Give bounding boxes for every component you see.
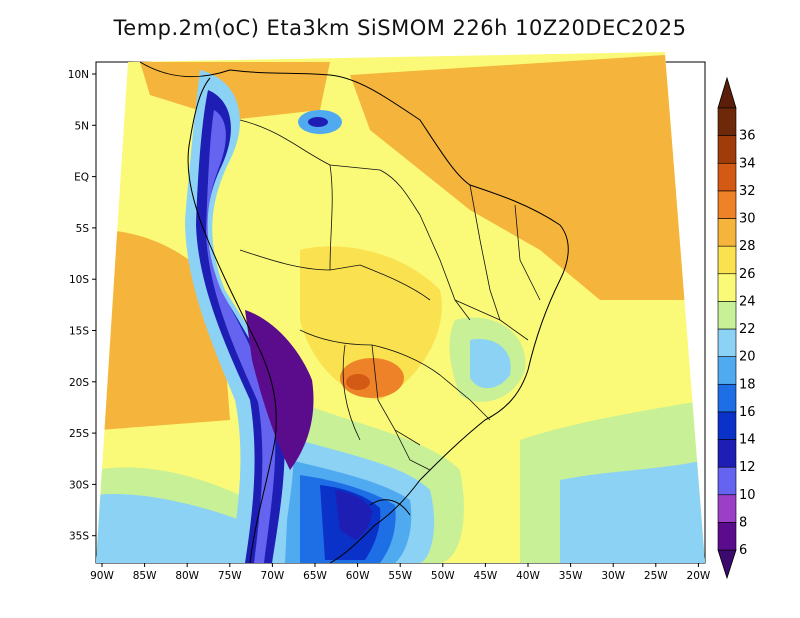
colorbar-label: 10 <box>739 488 756 503</box>
colorbar-label: 30 <box>739 212 756 227</box>
lat-tick-label: 35S <box>69 531 89 543</box>
lat-tick-label: 20S <box>69 377 89 389</box>
lon-tick-label: 55W <box>388 570 412 582</box>
colorbar: 6 8 10 12 14 16 18 20 22 24 26 28 30 32 34 36 <box>717 76 756 580</box>
lat-tick-label: 25S <box>69 428 89 440</box>
colorbar-swatch <box>717 245 737 275</box>
lon-axis: 90W 85W 80W 75W 70W 65W 60W 55W 50W 45W 40W 35W 30W 2… <box>90 563 711 582</box>
lon-tick-label: 45W <box>474 570 498 582</box>
colorbar-swatch <box>717 273 737 302</box>
colorbar-swatch <box>717 383 737 413</box>
colorbar-under-triangle <box>717 549 737 580</box>
colorbar-label: 32 <box>739 184 756 199</box>
lat-tick-label: EQ <box>74 172 89 184</box>
lon-tick-label: 20W <box>687 570 711 582</box>
lat-axis: 10N 5N EQ 5S 10S 15S 20S 25S 30S 35S <box>68 69 96 543</box>
colorbar-swatch <box>717 190 737 219</box>
colorbar-label: 8 <box>739 515 747 530</box>
field-south-atlantic-20 <box>560 460 705 563</box>
colorbar-swatch <box>717 162 737 192</box>
lat-tick-label: 30S <box>69 479 89 491</box>
field-se-highlands-cool <box>470 339 511 389</box>
south-america-coast <box>139 61 569 564</box>
field-guiana-cool-core <box>308 117 328 127</box>
colorbar-label: 36 <box>739 129 756 144</box>
colorbar-label: 12 <box>739 460 756 475</box>
colorbar-label: 34 <box>739 156 756 171</box>
river-plate <box>369 499 411 516</box>
colorbar-swatch <box>717 301 737 330</box>
field-altiplano-6 <box>245 310 314 470</box>
lat-tick-label: 5S <box>76 223 90 235</box>
map-title: Temp.2m(oC) Eta3km SiSMOM 226h 10Z20DEC2… <box>113 16 687 40</box>
lon-tick-label: 90W <box>90 570 114 582</box>
lon-tick-label: 60W <box>346 570 370 582</box>
coastlines <box>139 61 569 564</box>
lat-tick-label: 10N <box>68 69 89 81</box>
lon-tick-label: 40W <box>516 570 540 582</box>
colorbar-label: 20 <box>739 350 756 365</box>
lon-tick-label: 30W <box>601 570 625 582</box>
lon-tick-label: 75W <box>218 570 242 582</box>
lon-tick-label: 35W <box>559 570 583 582</box>
colorbar-label: 16 <box>739 405 756 420</box>
colorbar-swatch <box>717 218 737 247</box>
colorbar-label: 28 <box>739 239 756 254</box>
lon-tick-label: 25W <box>644 570 668 582</box>
colorbar-swatch <box>717 466 737 496</box>
colorbar-label: 26 <box>739 267 756 282</box>
country-borders <box>239 119 541 471</box>
colorbar-swatch <box>717 439 737 468</box>
colorbar-label: 6 <box>739 543 747 558</box>
colorbar-over-triangle <box>717 76 737 109</box>
field-southern-cone-12 <box>335 490 372 540</box>
field-south-atlantic-22b <box>600 318 705 404</box>
lon-tick-label: 70W <box>261 570 285 582</box>
field-atlantic-north-warm <box>350 55 685 300</box>
lon-tick-label: 50W <box>431 570 455 582</box>
colorbar-swatch <box>717 135 737 164</box>
field-hotspot-ms-core <box>346 374 370 390</box>
colorbar-swatch <box>717 494 737 523</box>
colorbar-label: 14 <box>739 433 756 448</box>
colorbar-label: 24 <box>739 294 756 309</box>
lat-tick-label: 15S <box>69 326 89 338</box>
colorbar-swatch <box>717 107 737 136</box>
colorbar-swatch <box>717 328 737 357</box>
field-interior-26 <box>300 246 442 400</box>
field-andes-10 <box>206 110 276 563</box>
temperature-field <box>96 52 705 563</box>
colorbar-swatch <box>717 522 737 551</box>
field-sw-pacific-20 <box>96 494 240 563</box>
lat-tick-label: 10S <box>69 274 89 286</box>
colorbar-label: 22 <box>739 322 756 337</box>
colorbar-swatch <box>717 411 737 440</box>
lat-tick-label: 5N <box>74 120 89 132</box>
colorbar-label: 18 <box>739 377 756 392</box>
lon-tick-label: 65W <box>303 570 327 582</box>
lon-tick-label: 80W <box>175 570 199 582</box>
lon-tick-label: 85W <box>133 570 157 582</box>
colorbar-swatch <box>717 356 737 385</box>
